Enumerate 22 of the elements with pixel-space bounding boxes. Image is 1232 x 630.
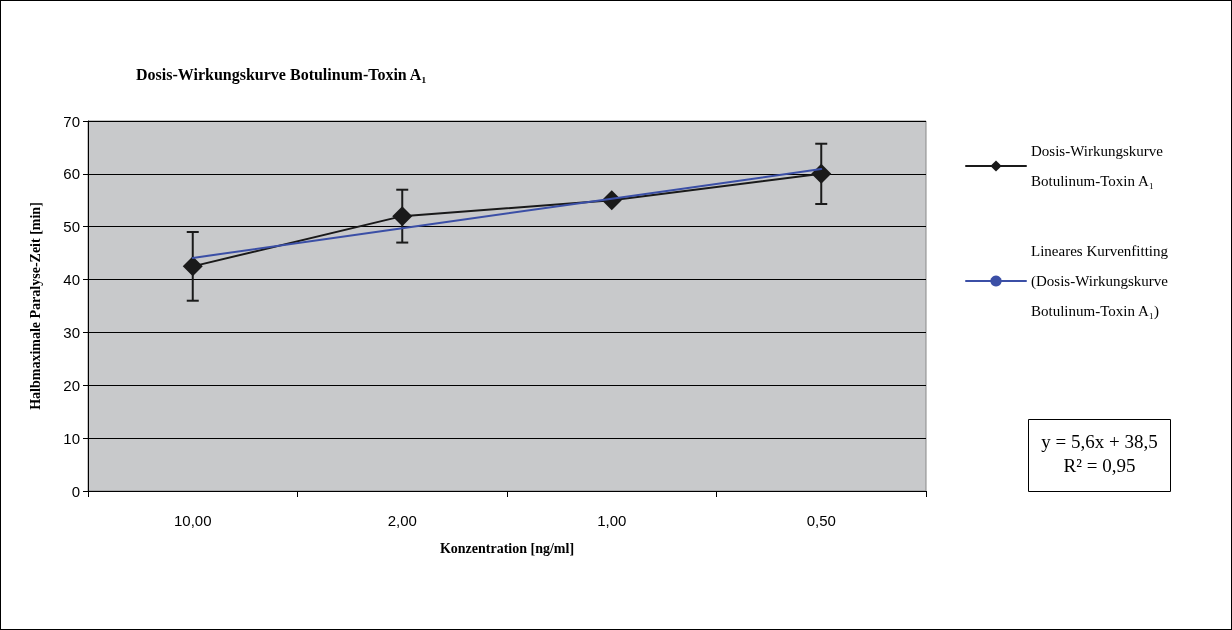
y-tick-label: 70 xyxy=(63,112,80,130)
y-tick-label: 30 xyxy=(63,323,80,341)
point xyxy=(392,206,413,227)
y-tick-label: 60 xyxy=(63,165,80,183)
chart-title: Dosis-Wirkungskurve Botulinum-Toxin A₁ xyxy=(136,65,427,84)
point xyxy=(811,163,832,184)
x-axis-title: Konzentration [ng/ml] xyxy=(439,540,575,556)
legend-label: Dosis-Wirkungskurve Botulinum-Toxin A₁ xyxy=(1031,143,1167,189)
text: R² = 0,95 xyxy=(1063,454,1136,476)
x-tick-label: 1,00 xyxy=(597,512,627,529)
y-tick-label: 50 xyxy=(63,218,80,236)
y-tick-label: 0 xyxy=(71,482,80,500)
legend-label: Lineares Kurvenfitting (Dosis-Wirkungskurve Botulinum-Toxin A₁) xyxy=(1031,243,1172,320)
y-tick-label: 10 xyxy=(63,429,80,447)
x-tick-label: 10,00 xyxy=(173,512,212,529)
x-tick-label: 2,00 xyxy=(387,512,417,529)
y-tick-label: 20 xyxy=(63,376,80,394)
y-tick-label: 40 xyxy=(63,271,80,289)
point xyxy=(182,256,203,277)
y-axis-title: Halbmaximale Paralyse-Zeit [min] xyxy=(27,202,43,410)
x-tick-label: 0,50 xyxy=(806,512,836,529)
text: y = 5,6x + 38,5 xyxy=(1041,430,1158,452)
